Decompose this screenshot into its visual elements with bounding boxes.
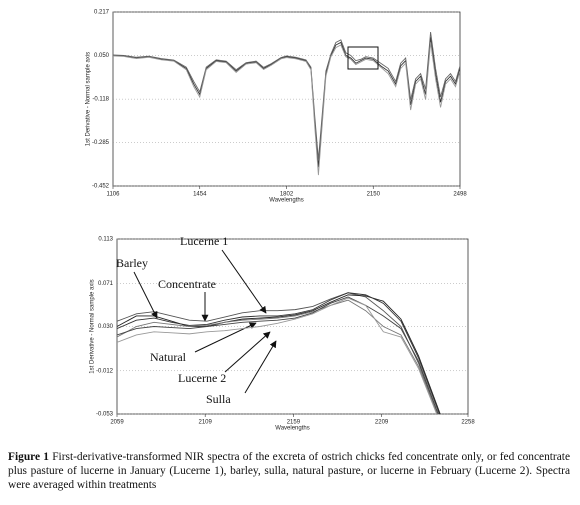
y-tick-label: -0.012 <box>96 368 114 374</box>
series-annotation: Lucerne 1 <box>180 234 228 248</box>
annotation-arrow <box>224 331 271 373</box>
x-tick-label: 1454 <box>193 192 207 198</box>
x-tick-label: 2498 <box>453 192 467 198</box>
y-tick-label: 0.217 <box>94 10 110 16</box>
annotation-arrow <box>133 271 158 319</box>
x-axis-label: Wavelengths <box>269 198 303 204</box>
plot-area <box>116 238 469 415</box>
x-tick-label: 2059 <box>110 420 124 426</box>
y-tick-label: -0.053 <box>96 412 114 418</box>
y-tick-label: 0.050 <box>94 53 110 59</box>
x-tick-label: 1802 <box>280 192 294 198</box>
series-line <box>117 296 439 414</box>
annotation-arrow <box>221 249 267 314</box>
figure: -0.452 -0.285 -0.118 0.050 0.217 1106 1454 1802… <box>86 10 476 432</box>
y-tick-label: -0.285 <box>92 140 110 146</box>
series-annotation: Natural <box>150 350 187 364</box>
series-line <box>117 299 438 414</box>
annotation-arrow <box>244 340 277 394</box>
series-annotation: Lucerne 2 <box>178 371 226 385</box>
x-tick-label: 2258 <box>461 420 475 426</box>
series-line <box>117 292 440 414</box>
caption-label: Figure 1 <box>8 451 49 463</box>
series-line <box>117 297 438 414</box>
y-tick-label: -0.452 <box>92 184 110 190</box>
series-annotation: Sulla <box>206 392 231 406</box>
y-tick-label: 0.071 <box>98 281 114 287</box>
y-tick-label: 0.113 <box>98 237 113 243</box>
y-tick-label: 0.030 <box>98 324 114 330</box>
caption: Figure 1 First-derivative-transformed NI… <box>8 450 570 492</box>
y-axis-label: 1st Derivative - Normal sample axis <box>90 279 96 373</box>
series-line <box>113 31 460 160</box>
series-line <box>113 42 460 176</box>
caption-text: First-derivative-transformed NIR spectra… <box>8 451 570 491</box>
zoom-box <box>347 46 379 70</box>
x-axis-label: Wavelengths <box>275 426 309 432</box>
x-tick-label: 1106 <box>107 192 121 198</box>
x-tick-label: 2209 <box>375 420 389 426</box>
x-tick-label: 2159 <box>287 420 301 426</box>
series-annotation: Concentrate <box>158 277 216 291</box>
x-tick-label: 2109 <box>199 420 213 426</box>
y-tick-label: -0.118 <box>92 97 109 103</box>
series-annotation: Barley <box>116 256 148 270</box>
y-axis-label: 1st Derivative - Normal sample axis <box>86 52 92 146</box>
x-tick-label: 2150 <box>367 192 381 198</box>
